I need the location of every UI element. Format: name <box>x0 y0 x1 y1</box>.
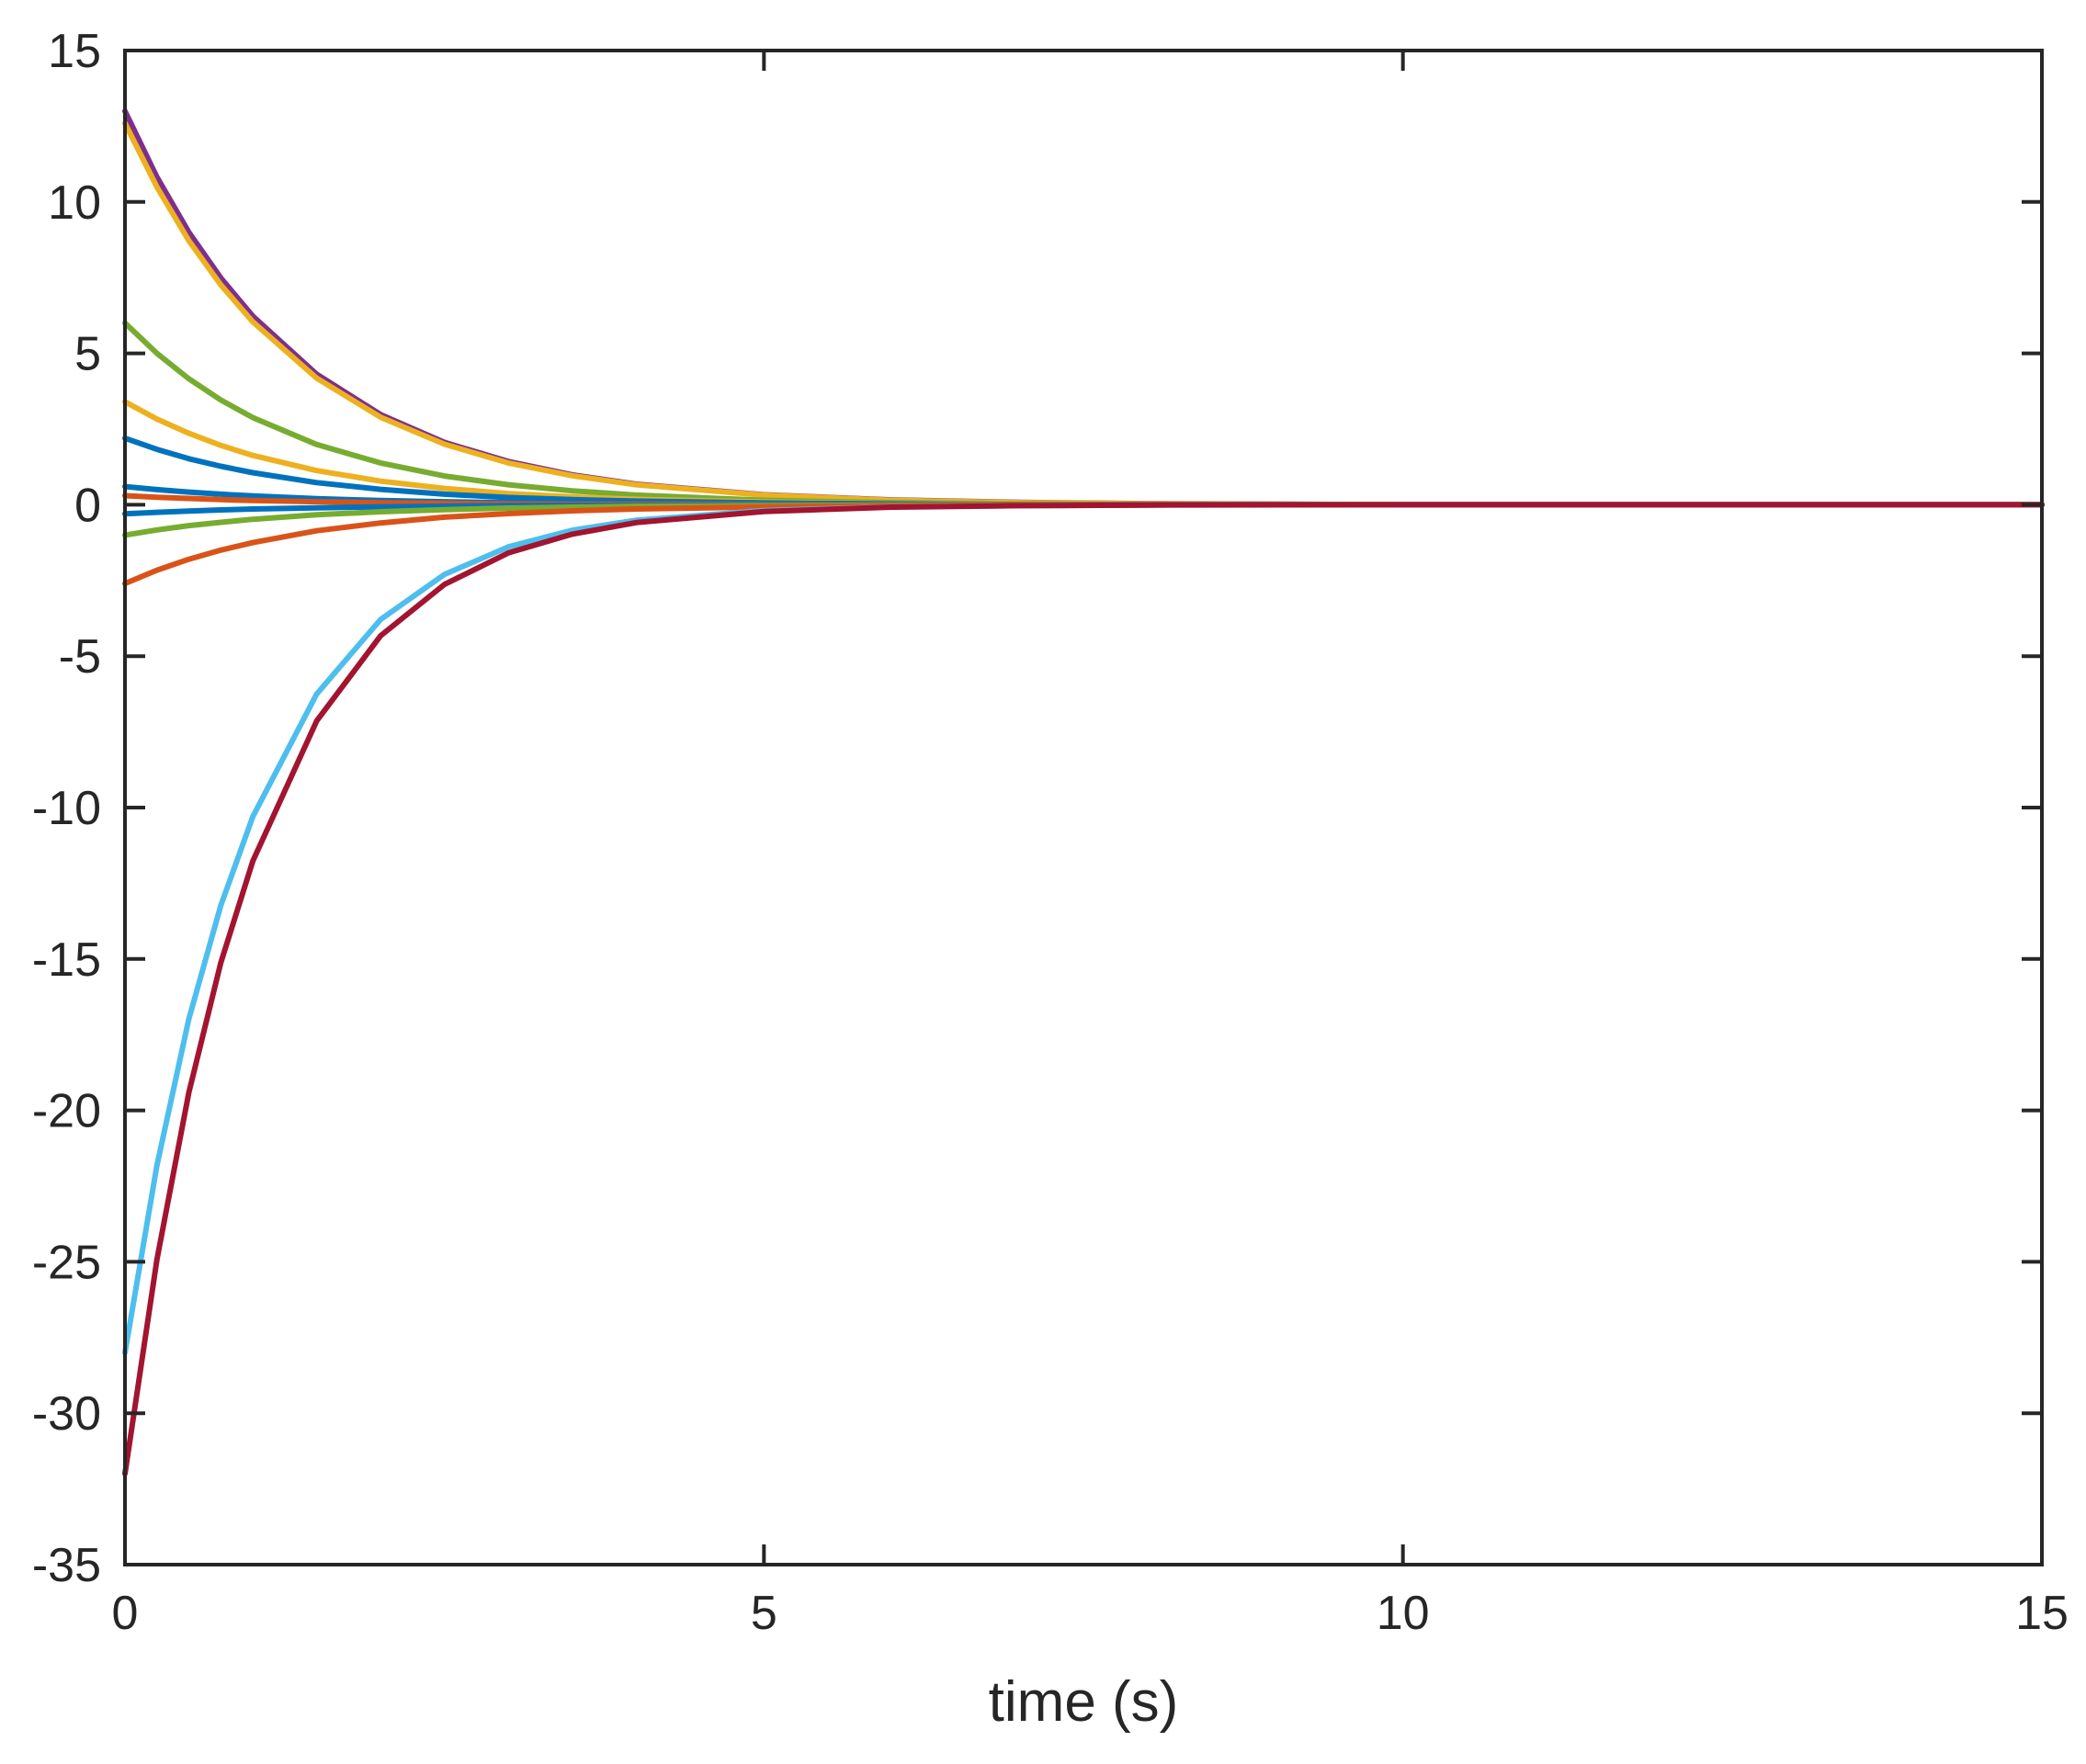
plot-frame <box>123 49 2044 1566</box>
y-tick-label: -20 <box>32 1085 101 1138</box>
x-tick-label: 10 <box>1377 1587 1430 1640</box>
series-line-1 <box>122 107 2045 508</box>
y-tick-label: 10 <box>48 176 101 230</box>
y-tick-label: -5 <box>59 630 101 684</box>
y-tick-label: -10 <box>32 782 101 835</box>
series-line-11 <box>122 502 2045 1356</box>
series-line-10 <box>122 502 2045 587</box>
x-tick-label: 0 <box>112 1587 139 1640</box>
series-line-2 <box>122 120 2045 508</box>
x-tick-label: 5 <box>751 1587 777 1640</box>
y-tick-label: -35 <box>32 1539 101 1592</box>
y-tick-label: 5 <box>74 328 101 381</box>
series-line-3 <box>122 320 2045 508</box>
x-axis-title: time (s) <box>989 1670 1179 1734</box>
axes-layer: 0 5 10 15 15 10 5 0 -5 -10 -15 -20 -25 -30 -35 <box>32 25 2069 1640</box>
x-tick-label: 15 <box>2015 1587 2069 1640</box>
y-tick-label: 15 <box>48 25 101 78</box>
series-layer <box>122 107 2045 1477</box>
y-tick-label: -30 <box>32 1387 101 1441</box>
series-line-12 <box>122 502 2045 1477</box>
y-tick-label: 0 <box>74 479 101 532</box>
y-tick-label: -25 <box>32 1236 101 1289</box>
y-tick-label: -15 <box>32 933 101 987</box>
